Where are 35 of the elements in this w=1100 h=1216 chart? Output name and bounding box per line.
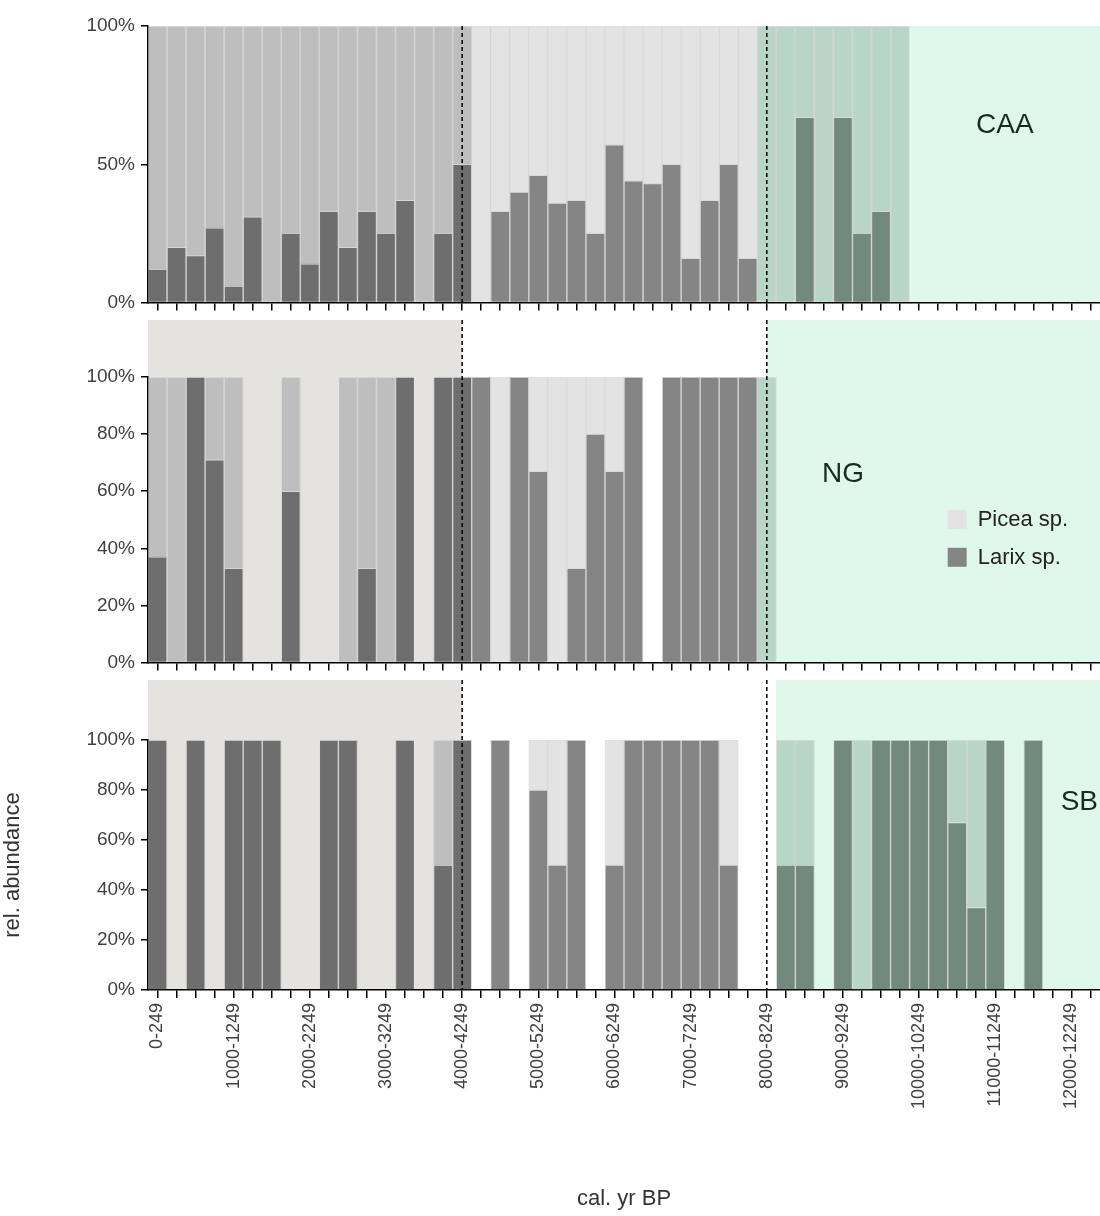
- x-tick-label: 1000-1249: [222, 1003, 243, 1090]
- y-tick-label: 100%: [86, 365, 136, 387]
- annotation: NG: [821, 456, 864, 488]
- y-tick-label: 40%: [96, 536, 136, 558]
- x-tick-label: 7000-7249: [679, 1003, 700, 1090]
- y-tick-label: 80%: [96, 778, 136, 800]
- x-tick-label: 3000-3249: [374, 1003, 395, 1090]
- legend-label: Larix sp.: [977, 543, 1061, 569]
- y-tick-label: 60%: [96, 479, 136, 501]
- x-axis-title: cal. yr BP: [576, 1184, 672, 1210]
- x-tick-label: 0-249: [146, 1003, 167, 1050]
- x-tick-label: 2000-2249: [298, 1003, 319, 1090]
- x-tick-label: 4000-4249: [451, 1003, 472, 1090]
- y-tick-label: 60%: [96, 828, 136, 850]
- y-tick-label: 20%: [96, 928, 136, 950]
- y-tick-label: 0%: [107, 290, 136, 312]
- annotation: SB: [1060, 785, 1098, 817]
- x-tick-label: 12000-12249: [1060, 1003, 1081, 1110]
- x-tick-label: 6000-6249: [603, 1003, 624, 1090]
- y-tick-label: 0%: [107, 650, 136, 672]
- y-tick-label: 100%: [86, 728, 136, 750]
- annotation: CAA: [976, 108, 1034, 140]
- y-tick-label: 100%: [86, 14, 136, 36]
- x-tick-label: 11000-11249: [984, 1003, 1005, 1107]
- y-axis-title: rel. abundance: [0, 792, 25, 938]
- x-tick-label: 10000-10249: [908, 1003, 929, 1110]
- y-tick-label: 50%: [96, 152, 136, 174]
- y-tick-label: 0%: [107, 978, 136, 1000]
- x-tick-label: 9000-9249: [831, 1003, 852, 1090]
- y-tick-label: 80%: [96, 422, 136, 444]
- y-tick-label: 40%: [96, 878, 136, 900]
- y-tick-label: 20%: [96, 593, 136, 615]
- legend-label: Picea sp.: [977, 505, 1069, 531]
- x-tick-label: 8000-8249: [755, 1003, 776, 1090]
- x-tick-label: 5000-5249: [527, 1003, 548, 1090]
